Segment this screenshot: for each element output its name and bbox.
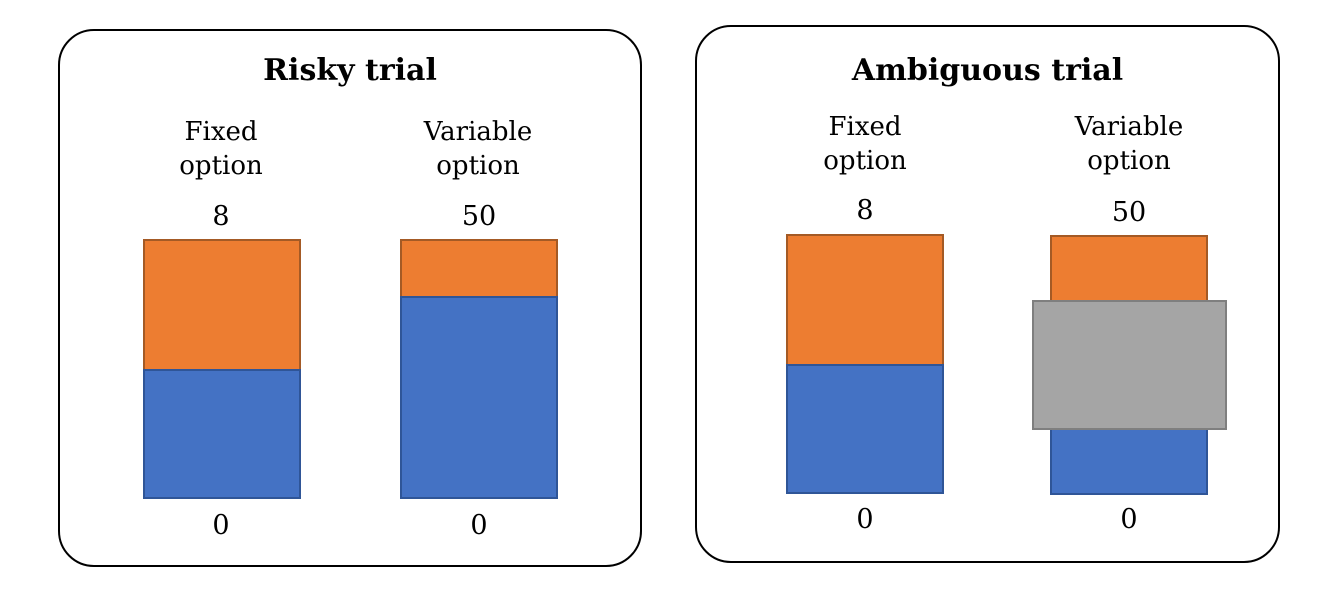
- variable-top-value: 50: [1111, 197, 1147, 228]
- lose-segment: [143, 369, 301, 499]
- variable-option-label: Variable option: [368, 115, 588, 183]
- fixed-bottom-value: 0: [856, 504, 874, 535]
- panel-title: Risky trial: [263, 53, 437, 88]
- win-segment: [143, 239, 301, 369]
- variable-top-value: 50: [461, 201, 497, 232]
- win-segment: [786, 234, 944, 364]
- lose-segment: [400, 296, 558, 499]
- fixed-top-value: 8: [856, 195, 874, 226]
- variable-bottom-value: 0: [470, 510, 488, 541]
- win-segment: [400, 239, 558, 296]
- fixed-top-value: 8: [212, 201, 230, 232]
- fixed-option-label: Fixed option: [755, 110, 975, 178]
- risky-trial-panel: Risky trial Fixed option 8 0 Variable op…: [58, 29, 642, 567]
- panel-title: Ambiguous trial: [851, 53, 1124, 88]
- label-line: Variable: [1074, 112, 1184, 142]
- fixed-option-label: Fixed option: [111, 115, 331, 183]
- occluder-box: [1032, 300, 1227, 430]
- label-line: option: [823, 146, 907, 176]
- label-line: Fixed: [828, 112, 902, 142]
- win-segment: [1050, 235, 1208, 300]
- variable-bottom-value: 0: [1120, 504, 1138, 535]
- label-line: option: [1087, 146, 1171, 176]
- variable-option-bar: [400, 239, 558, 499]
- ambiguous-trial-panel: Ambiguous trial Fixed option 8 0 Variabl…: [695, 25, 1280, 563]
- fixed-option-bar: [143, 239, 301, 499]
- fixed-option-bar: [786, 234, 944, 494]
- variable-option-label: Variable option: [1019, 110, 1239, 178]
- label-line: option: [179, 151, 263, 181]
- label-line: Fixed: [184, 117, 258, 147]
- label-line: Variable: [423, 117, 533, 147]
- fixed-bottom-value: 0: [212, 510, 230, 541]
- lose-segment: [786, 364, 944, 494]
- label-line: option: [436, 151, 520, 181]
